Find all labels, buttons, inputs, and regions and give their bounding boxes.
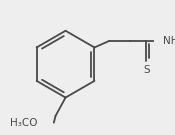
Text: NH₂: NH₂ (163, 36, 175, 46)
Text: H₃CO: H₃CO (10, 118, 37, 128)
Text: S: S (143, 65, 150, 75)
